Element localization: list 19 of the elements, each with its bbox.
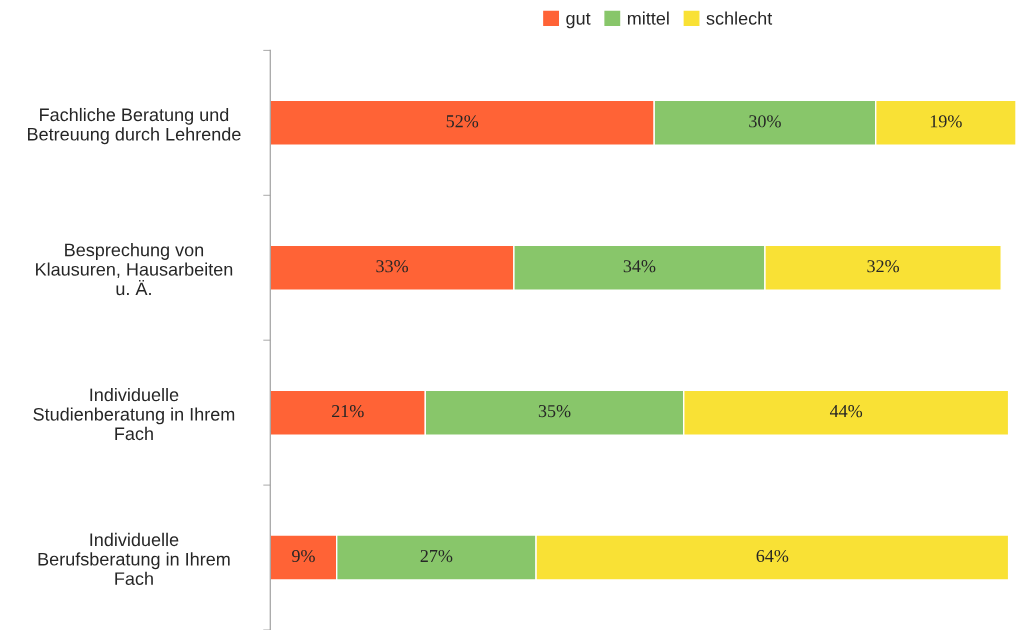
legend-label: schlecht: [706, 11, 773, 25]
data-label: 30%: [749, 115, 781, 128]
data-label: 21%: [332, 404, 364, 418]
data-label: 32%: [867, 260, 900, 273]
y-tick-label: Individuelle Studienberatung in Ihrem Fach: [33, 387, 235, 441]
data-label: 44%: [829, 404, 863, 418]
data-label: 52%: [446, 115, 479, 128]
data-label: 35%: [538, 404, 571, 418]
data-label: 33%: [376, 260, 409, 273]
data-label: 9%: [292, 549, 315, 563]
legend-label: gut: [566, 12, 591, 29]
data-label: 34%: [623, 260, 656, 273]
data-label: 64%: [756, 549, 789, 563]
data-label: 19%: [930, 115, 962, 128]
data-label: 27%: [420, 549, 453, 563]
y-tick-label: Besprechung von Klausuren, Hausarbeiten u. Ä.: [36, 243, 233, 296]
legend-label: mittel: [627, 11, 669, 25]
y-tick-label: Individuelle Berufsberatung in Ihrem Fach: [38, 532, 230, 586]
y-tick-label: Fachliche Beratung und Betreuung durch Lehrende: [28, 107, 241, 145]
